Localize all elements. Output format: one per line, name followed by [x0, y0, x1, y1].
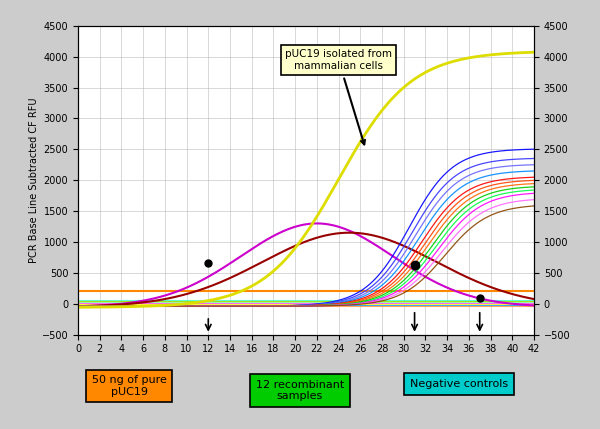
Text: Negative controls: Negative controls [410, 379, 508, 389]
Text: pUC19 isolated from
mammalian cells: pUC19 isolated from mammalian cells [285, 49, 392, 145]
Y-axis label: PCR Base Line Subtracted CF RFU: PCR Base Line Subtracted CF RFU [29, 97, 39, 263]
Text: 12 recombinant
samples: 12 recombinant samples [256, 380, 344, 401]
Text: 50 ng of pure
pUC19: 50 ng of pure pUC19 [92, 375, 166, 397]
